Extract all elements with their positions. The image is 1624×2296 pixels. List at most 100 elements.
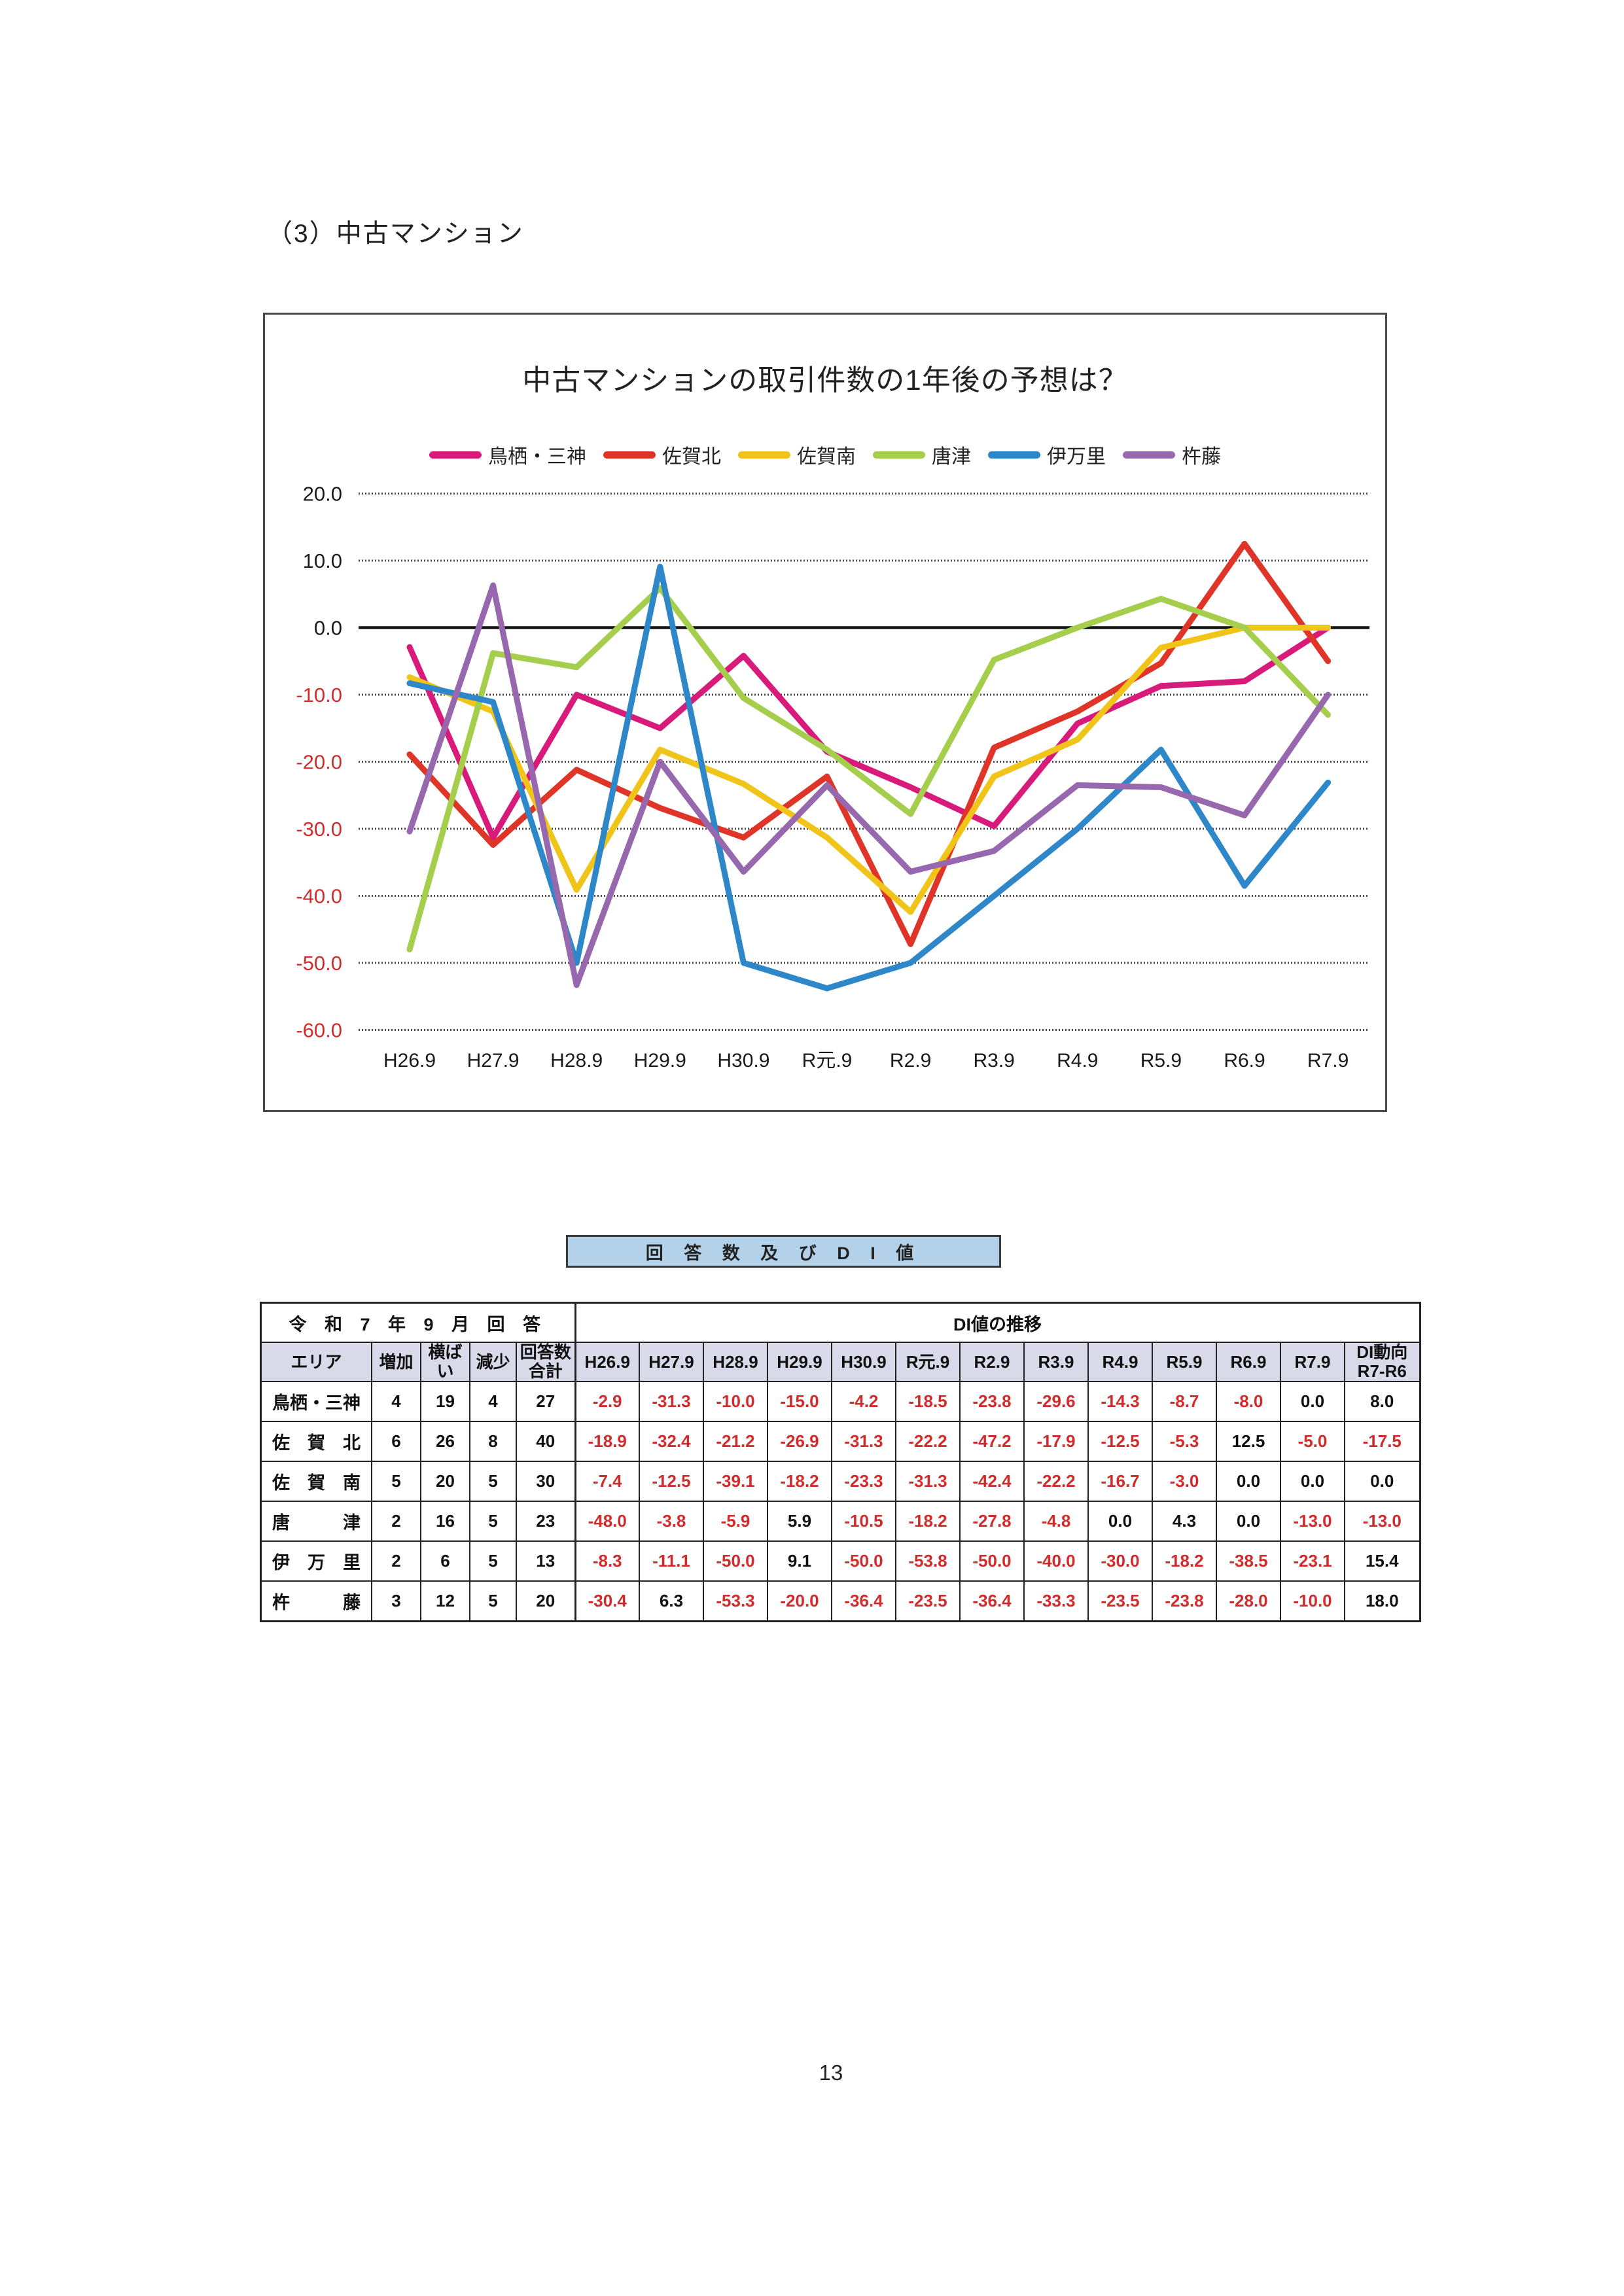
- di-value-cell: 9.1: [767, 1540, 832, 1582]
- legend-swatch-icon: [988, 451, 1040, 459]
- di-value-cell: -48.0: [574, 1501, 640, 1542]
- decrease-cell: 5: [469, 1580, 517, 1622]
- x-axis-tick-label: R4.9: [1057, 1050, 1098, 1071]
- di-value-cell: -12.5: [639, 1461, 704, 1503]
- area-cell: 佐賀北: [260, 1421, 372, 1463]
- increase-cell: 6: [371, 1421, 421, 1463]
- total-cell: 23: [516, 1501, 576, 1542]
- di-value-cell: -50.0: [959, 1540, 1025, 1582]
- di-value-cell: -10.0: [703, 1381, 768, 1423]
- legend-item: 佐賀南: [738, 440, 856, 469]
- section-heading: （3）中古マンション: [267, 220, 524, 248]
- di-period-header: R元.9: [895, 1341, 961, 1383]
- di-value-cell: 4.3: [1152, 1501, 1217, 1542]
- y-axis-tick-label: -30.0: [296, 818, 342, 841]
- di-value-cell: -2.9: [574, 1381, 640, 1423]
- area-cell: 唐津: [260, 1501, 372, 1542]
- chart-title: 中古マンションの取引件数の1年後の予想は？: [522, 364, 1128, 396]
- di-value-cell: -8.0: [1216, 1381, 1281, 1423]
- di-value-cell: -33.3: [1023, 1580, 1089, 1622]
- di-value-cell: -23.8: [1152, 1580, 1217, 1622]
- di-value-cell: -23.8: [959, 1381, 1025, 1423]
- increase-cell: 2: [371, 1540, 421, 1582]
- di-value-cell: -13.0: [1280, 1501, 1345, 1542]
- legend-item: 伊万里: [988, 440, 1106, 469]
- increase-cell: 4: [371, 1381, 421, 1423]
- area-cell: 鳥栖・三神: [260, 1381, 372, 1423]
- legend-swatch-icon: [429, 451, 482, 459]
- table-row: 伊万里 2 6 5 13 -8.3 -11.1 -50.0 9.1 -50.0 -53.8 -50.0…: [260, 1540, 1421, 1582]
- legend-swatch-icon: [873, 451, 925, 459]
- table-row: 杵藤 3 12 5 20 -30.4 6.3 -53.3 -20.0 -36.4 -23.5 -36.…: [260, 1580, 1421, 1622]
- legend-item: 唐津: [873, 440, 971, 469]
- legend-swatch-icon: [1123, 451, 1175, 459]
- legend-label: 鳥栖・三神: [488, 446, 586, 468]
- di-value-cell: -5.0: [1280, 1421, 1345, 1463]
- di-period-header: R5.9: [1152, 1341, 1217, 1383]
- series-line-佐賀南: [406, 625, 1332, 915]
- decrease-cell: 4: [469, 1381, 517, 1423]
- di-value-cell: -18.9: [574, 1421, 640, 1463]
- di-value-cell: -3.0: [1152, 1461, 1217, 1503]
- x-axis-tick-label: R2.9: [890, 1050, 931, 1071]
- area-cell: 伊万里: [260, 1540, 372, 1582]
- di-period-header: R2.9: [959, 1341, 1025, 1383]
- di-period-header: R4.9: [1087, 1341, 1153, 1383]
- di-value-cell: -8.7: [1152, 1381, 1217, 1423]
- total-cell: 20: [516, 1580, 576, 1622]
- di-value-cell: -11.1: [639, 1540, 704, 1582]
- x-axis-tick-label: R3.9: [974, 1050, 1015, 1071]
- di-value-cell: 12.5: [1216, 1421, 1281, 1463]
- di-value-cell: 5.9: [767, 1501, 832, 1542]
- di-value-cell: -22.2: [1023, 1461, 1089, 1503]
- di-value-cell: -7.4: [574, 1461, 640, 1503]
- legend-label: 佐賀南: [797, 446, 856, 468]
- di-value-cell: -18.2: [895, 1501, 961, 1542]
- di-value-cell: 0.0: [1216, 1501, 1281, 1542]
- di-period-header: R7.9: [1280, 1341, 1345, 1383]
- group-header-right: DI値の推移: [574, 1302, 1421, 1343]
- total-cell: 40: [516, 1421, 576, 1463]
- line-chart-plot: 20.0 10.0 0.0 -10.0 -20.0 -30.0 -40.0 -50.0 -60.…: [296, 483, 1369, 1071]
- di-value-cell: -39.1: [703, 1461, 768, 1503]
- increase-cell: 5: [371, 1461, 421, 1503]
- y-axis-tick-label: 20.0: [303, 483, 342, 506]
- trend-value-cell: 15.4: [1344, 1540, 1421, 1582]
- di-value-cell: -31.3: [895, 1461, 961, 1503]
- chart-legend: 鳥栖・三神 佐賀北 佐賀南 唐津 伊万里 杵藤: [265, 440, 1385, 469]
- di-period-header: H26.9: [574, 1341, 640, 1383]
- x-axis-tick-label: H26.9: [383, 1050, 436, 1071]
- di-value-cell: -42.4: [959, 1461, 1025, 1503]
- table-row: 唐津 2 16 5 23 -48.0 -3.8 -5.9 5.9 -10.5 -18.2 -27.8-…: [260, 1501, 1421, 1542]
- di-value-cell: -22.2: [895, 1421, 961, 1463]
- flat-cell: 16: [420, 1501, 470, 1542]
- trend-value-cell: -17.5: [1344, 1421, 1421, 1463]
- column-header: 横ばい: [420, 1341, 470, 1383]
- series-line-伊万里: [406, 563, 1332, 992]
- legend-item: 佐賀北: [603, 440, 721, 469]
- di-value-cell: -47.2: [959, 1421, 1025, 1463]
- series-line-鳥栖・三神: [406, 625, 1332, 841]
- x-axis-tick-label: R7.9: [1307, 1050, 1349, 1071]
- di-value-cell: -23.3: [831, 1461, 896, 1503]
- di-value-cell: -17.9: [1023, 1421, 1089, 1463]
- di-value-cell: -23.5: [1087, 1580, 1153, 1622]
- total-cell: 27: [516, 1381, 576, 1423]
- di-value-cell: -29.6: [1023, 1381, 1089, 1423]
- flat-cell: 26: [420, 1421, 470, 1463]
- column-header: 増加: [371, 1341, 421, 1383]
- x-axis-tick-label: H28.9: [550, 1050, 603, 1071]
- di-value-cell: -50.0: [703, 1540, 768, 1582]
- di-value-cell: -5.3: [1152, 1421, 1217, 1463]
- flat-cell: 12: [420, 1580, 470, 1622]
- chart-frame: 中古マンションの取引件数の1年後の予想は？ 鳥栖・三神 佐賀北 佐賀南 唐津 伊万里 杵藤…: [263, 313, 1387, 1112]
- decrease-cell: 5: [469, 1501, 517, 1542]
- y-axis-tick-label: -40.0: [296, 885, 342, 908]
- di-value-cell: -15.0: [767, 1381, 832, 1423]
- legend-swatch-icon: [738, 451, 790, 459]
- y-axis-tick-label: -20.0: [296, 751, 342, 774]
- column-header: 減少: [469, 1341, 517, 1383]
- table-row: 佐賀北 6 26 8 40 -18.9 -32.4 -21.2 -26.9 -31.3 -22.2-…: [260, 1421, 1421, 1463]
- x-axis-tick-label: H29.9: [634, 1050, 686, 1071]
- di-value-cell: -3.8: [639, 1501, 704, 1542]
